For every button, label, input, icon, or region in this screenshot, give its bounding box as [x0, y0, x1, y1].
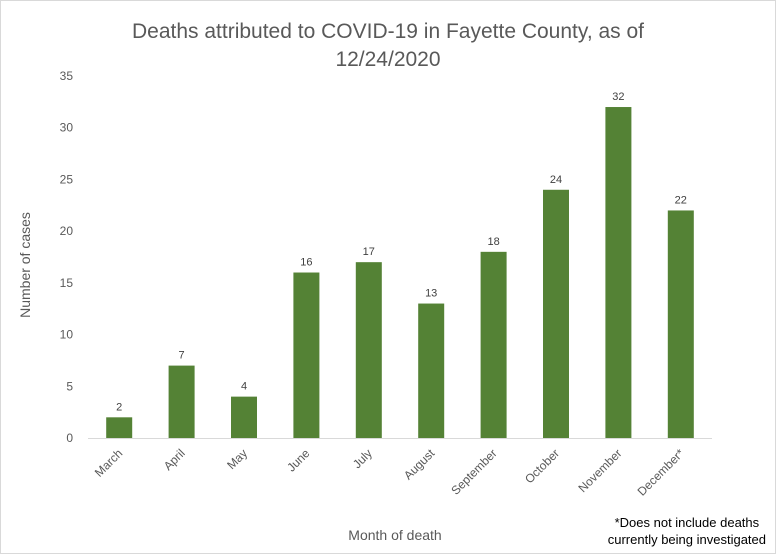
x-tick-label: March: [92, 446, 125, 479]
y-axis-ticks: 0 5 10 15 20 25 30 35: [60, 69, 74, 445]
x-tick-label: August: [401, 446, 438, 483]
footnote-line-1: *Does not include deaths: [614, 515, 760, 530]
data-label: 13: [425, 288, 437, 300]
bar-november: [605, 107, 632, 439]
x-tick-label: April: [161, 446, 188, 473]
data-labels: 2 7 4 16 17 13 18 24 32 22: [116, 91, 687, 413]
y-tick-label: 5: [66, 379, 73, 393]
y-tick-label: 20: [60, 224, 74, 238]
chart-title: Deaths attributed to COVID-19 in Fayette…: [0, 18, 776, 74]
x-tick-label: September: [448, 446, 499, 497]
data-label: 24: [550, 174, 562, 186]
y-tick-label: 0: [66, 431, 73, 445]
data-label: 16: [300, 257, 312, 269]
bar-june: [293, 272, 320, 438]
y-tick-label: 25: [60, 172, 74, 186]
bar-october: [543, 189, 569, 438]
bar-december: [667, 210, 694, 438]
bar-july: [355, 262, 382, 438]
bar-may: [231, 396, 257, 438]
data-label: 17: [363, 246, 375, 258]
x-tick-label: November: [575, 446, 624, 495]
footnote-line-2: currently being investigated: [607, 532, 766, 547]
x-tick-label: December*: [635, 446, 688, 499]
footnote: *Does not include deaths currently being…: [608, 514, 766, 548]
bar-april: [168, 365, 195, 438]
data-label: 18: [487, 236, 499, 248]
x-tick-label: October: [522, 446, 562, 486]
y-tick-label: 30: [60, 121, 74, 135]
data-label: 32: [612, 91, 624, 103]
data-label: 7: [179, 350, 185, 362]
y-tick-label: 35: [60, 69, 74, 83]
y-tick-label: 15: [60, 276, 74, 290]
x-axis-title: Month of death: [348, 527, 441, 543]
bar-march: [106, 417, 133, 438]
data-label: 22: [675, 194, 687, 206]
chart-title-line-2: 12/24/2020: [335, 48, 441, 71]
x-tick-label: July: [350, 446, 375, 471]
bars: [106, 107, 694, 439]
bar-august: [418, 303, 445, 438]
bar-september: [480, 251, 507, 438]
chart-title-line-1: Deaths attributed to COVID-19 in Fayette…: [131, 20, 645, 43]
data-label: 4: [241, 381, 247, 393]
y-axis-title: Number of cases: [17, 212, 33, 318]
data-label: 2: [116, 401, 122, 413]
x-tick-label: May: [224, 446, 250, 472]
x-axis-ticks: March April May June July August September Octo…: [92, 446, 687, 499]
y-tick-label: 10: [60, 328, 74, 342]
x-tick-label: June: [284, 446, 313, 475]
